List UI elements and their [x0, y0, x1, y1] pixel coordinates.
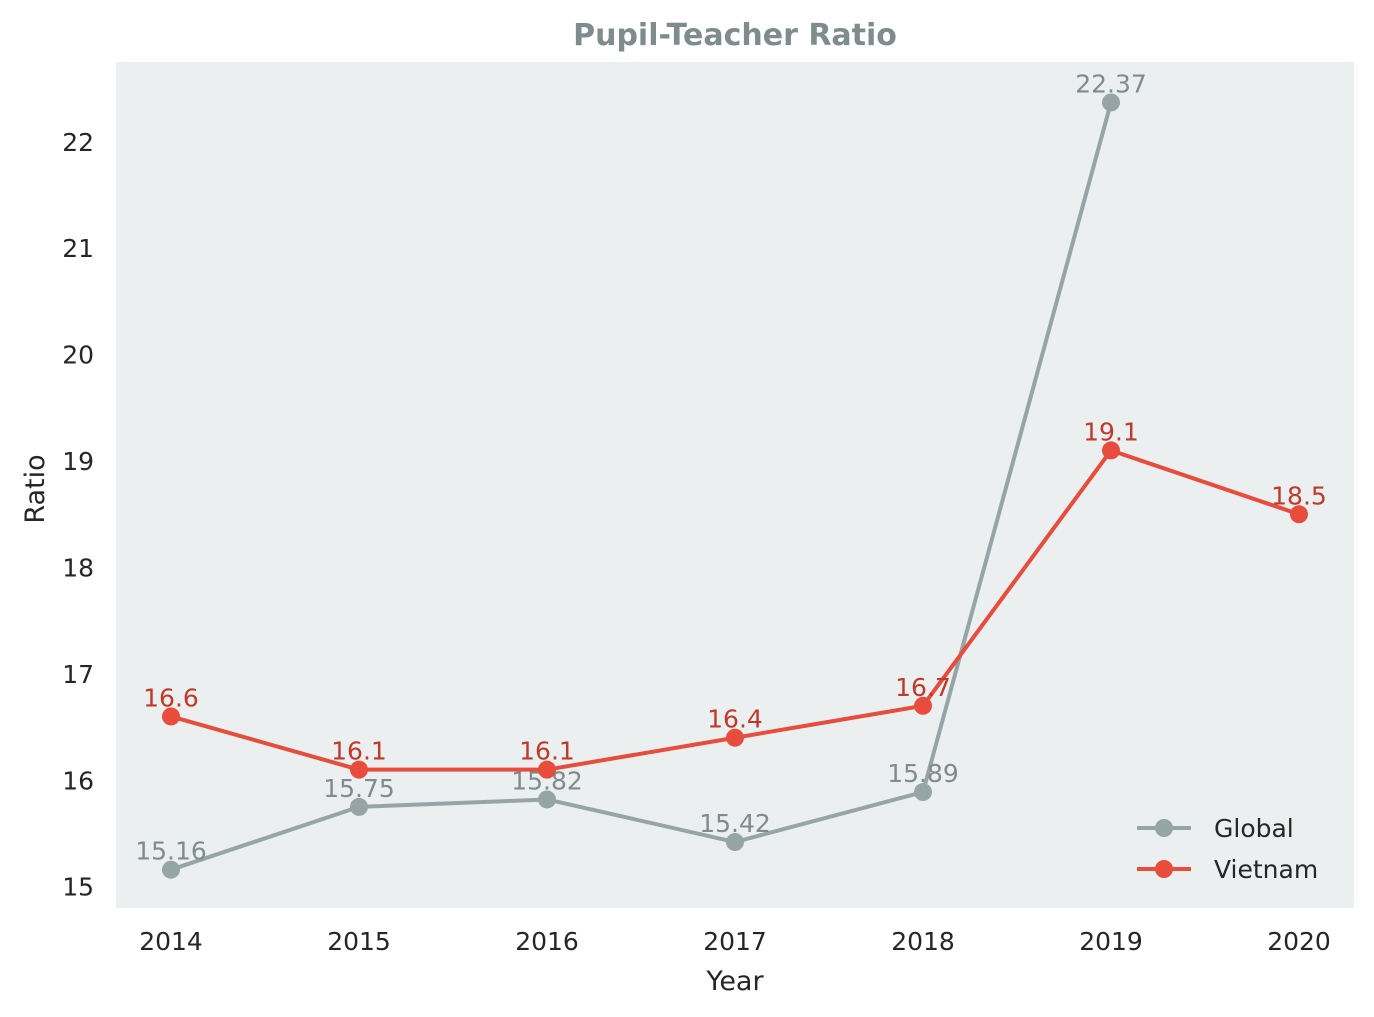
- data-label: 18.5: [1271, 481, 1327, 510]
- data-label: 22.37: [1075, 69, 1147, 98]
- y-tick-label: 17: [62, 660, 94, 689]
- data-point: [162, 860, 180, 879]
- data-point: [1102, 441, 1120, 460]
- series-line: [169, 100, 1113, 872]
- series-vietnam: 16.6 16.1 16.1 16.4 16.7 19.1 18.5: [143, 417, 1327, 779]
- legend-label: Vietnam: [1214, 855, 1318, 884]
- data-label: 15.42: [699, 809, 771, 838]
- legend-item-global: Global: [1137, 814, 1294, 843]
- x-tick-label: 2016: [515, 927, 579, 956]
- y-tick-label: 20: [62, 341, 94, 370]
- legend: Global Vietnam: [1137, 814, 1318, 884]
- data-label: 16.1: [331, 737, 387, 766]
- data-point: [914, 696, 932, 715]
- x-tick-label: 2019: [1079, 927, 1143, 956]
- data-label: 15.16: [135, 837, 207, 866]
- data-point: [1290, 505, 1308, 524]
- data-label: 15.89: [887, 759, 959, 788]
- legend-item-vietnam: Vietnam: [1137, 855, 1318, 884]
- data-label: 16.7: [895, 673, 951, 702]
- data-point: [1102, 93, 1120, 112]
- y-tick-label: 22: [62, 128, 94, 157]
- x-tick-label: 2015: [327, 927, 391, 956]
- y-tick-label: 16: [62, 766, 94, 795]
- y-tick-label: 21: [62, 234, 94, 263]
- data-point: [914, 783, 932, 802]
- legend-marker: [1155, 860, 1173, 878]
- data-label: 19.1: [1083, 417, 1139, 446]
- data-label: 16.6: [143, 683, 199, 712]
- data-point: [538, 790, 556, 809]
- y-axis-ticks: 15 16 17 18 19 20 21 22: [62, 128, 94, 902]
- y-axis-label: Ratio: [20, 454, 51, 523]
- chart-title: Pupil-Teacher Ratio: [573, 18, 897, 53]
- data-point: [726, 833, 744, 852]
- y-tick-label: 18: [62, 553, 94, 582]
- data-point: [162, 707, 180, 726]
- data-label: 16.4: [707, 705, 763, 734]
- data-point: [350, 760, 368, 779]
- x-axis-label: Year: [705, 966, 764, 997]
- legend-label: Global: [1214, 814, 1294, 843]
- x-tick-label: 2020: [1267, 927, 1331, 956]
- data-point: [726, 728, 744, 747]
- x-tick-label: 2014: [139, 927, 203, 956]
- data-point: [350, 797, 368, 816]
- legend-marker: [1155, 819, 1173, 837]
- y-tick-label: 15: [62, 873, 94, 902]
- x-axis-ticks: 2014 2015 2016 2017 2018 2019 2020: [139, 927, 1331, 956]
- y-tick-label: 19: [62, 447, 94, 476]
- x-tick-label: 2017: [703, 927, 767, 956]
- data-point: [538, 760, 556, 779]
- data-label: 16.1: [519, 737, 575, 766]
- plot-area: [116, 62, 1354, 908]
- x-tick-label: 2018: [891, 927, 955, 956]
- data-label: 15.75: [323, 774, 395, 803]
